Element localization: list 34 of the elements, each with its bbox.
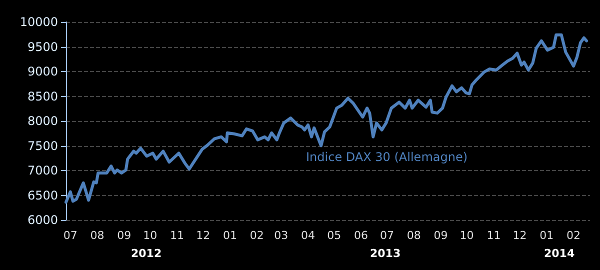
y-tick-label: 9500	[27, 40, 58, 54]
y-tick-label: 7000	[27, 164, 58, 178]
y-tick-label: 8000	[27, 114, 58, 128]
x-tick-label: 04	[301, 229, 316, 242]
x-tick-label: 12	[512, 229, 527, 242]
x-tick-label: 12	[196, 229, 210, 242]
x-tick-label: 02	[566, 229, 581, 242]
text: 2013	[370, 247, 401, 260]
line-series	[64, 33, 588, 204]
x-tick-label: 08	[90, 229, 104, 242]
y-tick-label: 9000	[27, 64, 58, 78]
x-tick-label: 11	[170, 229, 184, 242]
y-tick-label: 6000	[27, 213, 58, 227]
text: 2012	[131, 247, 162, 260]
x-tick-label: 09	[434, 229, 448, 242]
x-tick-label: 03	[274, 229, 288, 242]
x-tick-label: 09	[117, 229, 132, 242]
y-tick-label: 6500	[27, 188, 58, 202]
x-tick-label: 07	[63, 229, 78, 242]
x-tick-label: 10	[460, 229, 474, 242]
x-tick-label: 07	[380, 229, 394, 242]
x-tick-label: 02	[250, 229, 264, 242]
x-tick-label: 11	[486, 229, 501, 242]
y-tick-label: 10000	[20, 15, 58, 29]
y-tick-label: 7500	[27, 138, 58, 153]
x-tick-label: 06	[354, 229, 368, 242]
x-tick-label: 01	[540, 229, 554, 242]
y-tick-label: 8500	[27, 89, 58, 104]
x-tick-label: 05	[327, 229, 342, 242]
x-tick-label: 10	[143, 229, 158, 242]
x-tick-label: 01	[222, 229, 237, 242]
annotation: Indice DAX 30 (Allemagne)	[306, 150, 468, 164]
x-tick-label: 08	[406, 229, 421, 242]
text: 2014	[544, 247, 575, 260]
